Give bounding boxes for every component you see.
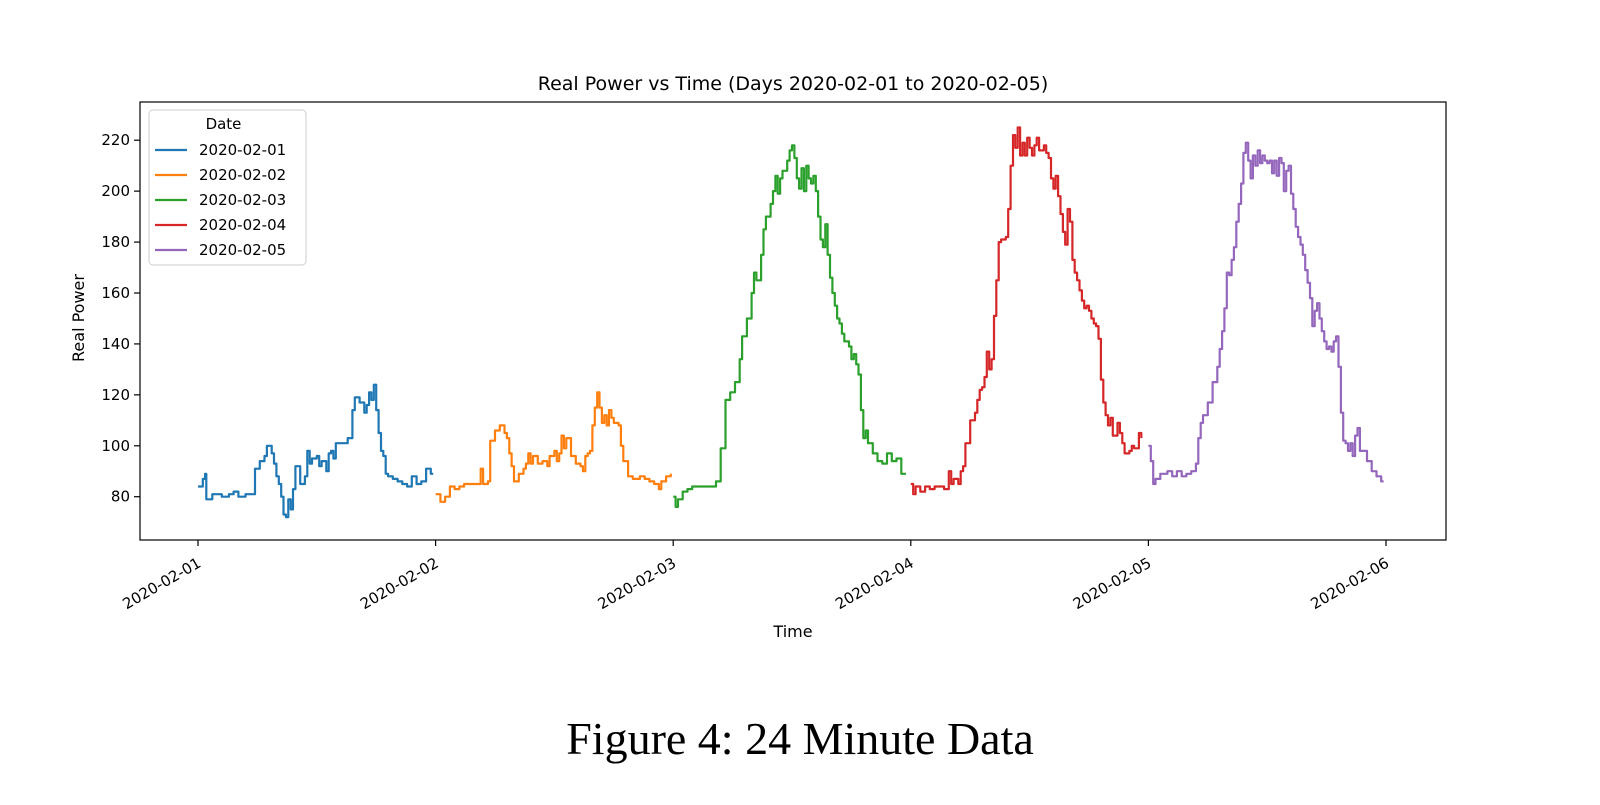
- y-tick-label: 80: [111, 488, 130, 506]
- y-tick-label: 100: [101, 437, 130, 455]
- x-axis-label: Time: [772, 622, 812, 641]
- legend-entry: 2020-02-01: [199, 141, 286, 159]
- y-tick-label: 180: [101, 233, 130, 251]
- plot-frame: [139, 101, 1447, 541]
- series-line-2020-02-04: [910, 126, 1143, 496]
- x-tick-label: 2020-02-02: [357, 554, 442, 613]
- legend-box: [148, 109, 307, 266]
- y-tick-label: 140: [101, 335, 130, 353]
- series-line-2020-02-05: [1148, 141, 1384, 486]
- y-tick-label: 200: [101, 182, 130, 200]
- legend-entry: 2020-02-02: [199, 166, 286, 184]
- x-tick-label: 2020-02-05: [1070, 554, 1155, 613]
- y-tick-label: 160: [101, 284, 130, 302]
- legend-entry: 2020-02-05: [199, 241, 286, 259]
- x-tick-label: 2020-02-01: [119, 554, 204, 613]
- line-chart: Real Power vs Time (Days 2020-02-01 to 2…: [69, 73, 1447, 641]
- series-lines: [198, 126, 1384, 519]
- y-axis-label: Real Power: [69, 274, 88, 362]
- series-line-2020-02-01: [198, 383, 434, 519]
- x-tick-label: 2020-02-03: [595, 554, 680, 613]
- legend-title: Date: [206, 115, 242, 133]
- x-tick-label: 2020-02-04: [832, 554, 917, 613]
- y-tick-label: 120: [101, 386, 130, 404]
- series-line-2020-02-02: [435, 391, 672, 503]
- chart-title: Real Power vs Time (Days 2020-02-01 to 2…: [538, 73, 1048, 95]
- figure-caption: Figure 4: 24 Minute Data: [566, 713, 1034, 764]
- y-tick-label: 220: [101, 131, 130, 149]
- x-tick-label: 2020-02-06: [1307, 554, 1392, 613]
- legend: Date 2020-02-01 2020-02-02 2020-02-03 2020-0…: [148, 109, 307, 266]
- legend-entry: 2020-02-03: [199, 191, 286, 209]
- series-line-2020-02-03: [673, 144, 906, 508]
- legend-entry: 2020-02-04: [199, 216, 286, 234]
